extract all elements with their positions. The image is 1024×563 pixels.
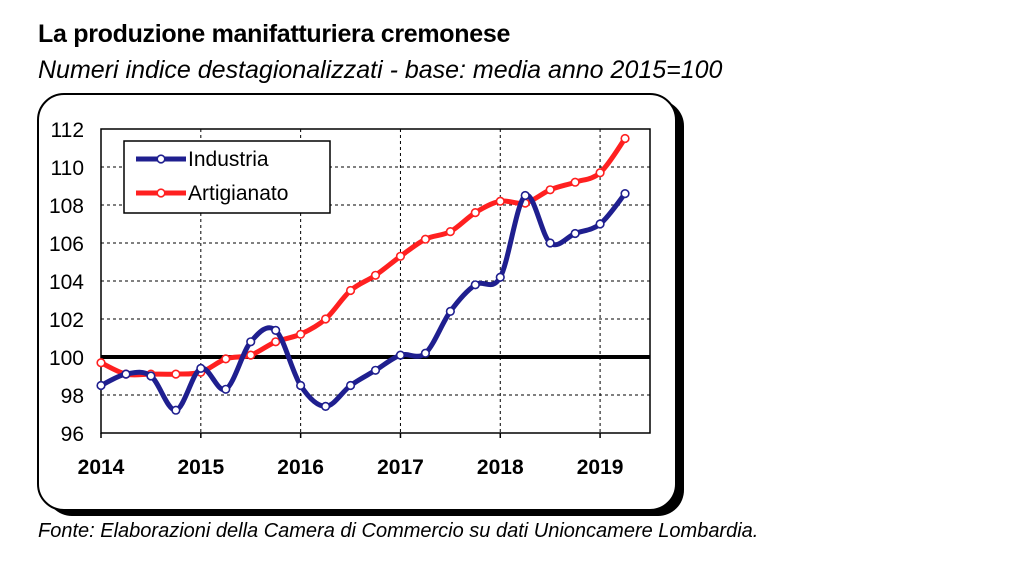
data-point-industria	[221, 384, 231, 394]
axes: 96 98 100 102 104 106 108 110 112 2014 2015 2016 201…	[49, 119, 623, 479]
data-point-artigianato	[271, 337, 281, 347]
data-point-artigianato	[320, 314, 331, 324]
data-point-artigianato	[96, 358, 106, 368]
data-point-industria	[296, 380, 306, 391]
data-point-industria	[320, 401, 331, 412]
data-point-artigianato	[620, 133, 630, 144]
data-point-artigianato	[296, 329, 306, 339]
legend-marker-industria	[156, 154, 166, 164]
chart-source: Fonte: Elaborazioni della Camera di Comm…	[38, 520, 759, 542]
data-point-industria	[545, 238, 555, 248]
y-tick-label: 104	[49, 271, 84, 294]
legend-label-industria: Industria	[188, 148, 269, 171]
data-point-industria	[595, 219, 605, 229]
series-line-industria	[98, 191, 628, 413]
data-point-industria	[370, 365, 381, 375]
data-point-artigianato	[495, 196, 505, 206]
x-tick-label: 2019	[577, 456, 624, 479]
data-point-artigianato	[221, 354, 231, 364]
data-point-industria	[395, 350, 406, 360]
data-point-artigianato	[445, 227, 455, 237]
data-point-industria	[420, 348, 431, 358]
y-tick-label: 102	[49, 309, 84, 332]
data-point-industria	[345, 380, 356, 391]
data-point-industria	[570, 228, 580, 239]
data-point-artigianato	[570, 177, 580, 187]
x-tick-label: 2014	[78, 456, 125, 479]
data-point-artigianato	[370, 270, 381, 280]
y-tick-label: 106	[49, 233, 84, 256]
data-point-artigianato	[171, 369, 181, 379]
data-point-industria	[495, 272, 505, 282]
data-point-industria	[171, 405, 181, 415]
legend-box	[123, 140, 331, 214]
legend: Industria Artigianato	[123, 140, 331, 214]
data-point-artigianato	[545, 185, 555, 195]
y-tick-label: 96	[61, 423, 84, 446]
data-point-industria	[470, 280, 480, 290]
x-tick-label: 2017	[377, 456, 424, 479]
data-point-industria	[146, 371, 156, 381]
y-tick-label: 112	[51, 119, 84, 142]
y-tick-label: 98	[61, 385, 84, 408]
legend-label-artigianato: Artigianato	[188, 182, 288, 205]
data-point-artigianato	[395, 251, 406, 261]
y-tick-label: 100	[49, 347, 84, 370]
chart-subtitle: Numeri indice destagionalizzati - base: …	[38, 56, 723, 84]
series-group	[96, 133, 630, 415]
data-point-artigianato	[470, 208, 480, 218]
x-tick-label: 2015	[177, 456, 224, 479]
data-point-industria	[271, 325, 281, 336]
y-tick-label: 108	[49, 195, 84, 218]
data-point-industria	[620, 189, 630, 199]
x-tick-label: 2016	[277, 456, 324, 479]
data-point-industria	[196, 363, 206, 374]
data-point-industria	[246, 337, 256, 347]
data-point-industria	[121, 369, 131, 379]
data-point-artigianato	[595, 168, 605, 178]
data-point-industria	[445, 306, 455, 317]
data-point-artigianato	[246, 350, 256, 360]
data-point-artigianato	[420, 234, 431, 244]
data-point-industria	[520, 190, 530, 201]
x-tick-label: 2018	[477, 456, 524, 479]
legend-marker-artigianato	[156, 188, 166, 198]
series-line-artigianato	[98, 136, 628, 378]
chart-title: La produzione manifatturiera cremonese	[38, 20, 511, 48]
data-point-industria	[96, 380, 106, 391]
data-point-artigianato	[345, 285, 356, 296]
y-tick-label: 110	[51, 157, 84, 180]
